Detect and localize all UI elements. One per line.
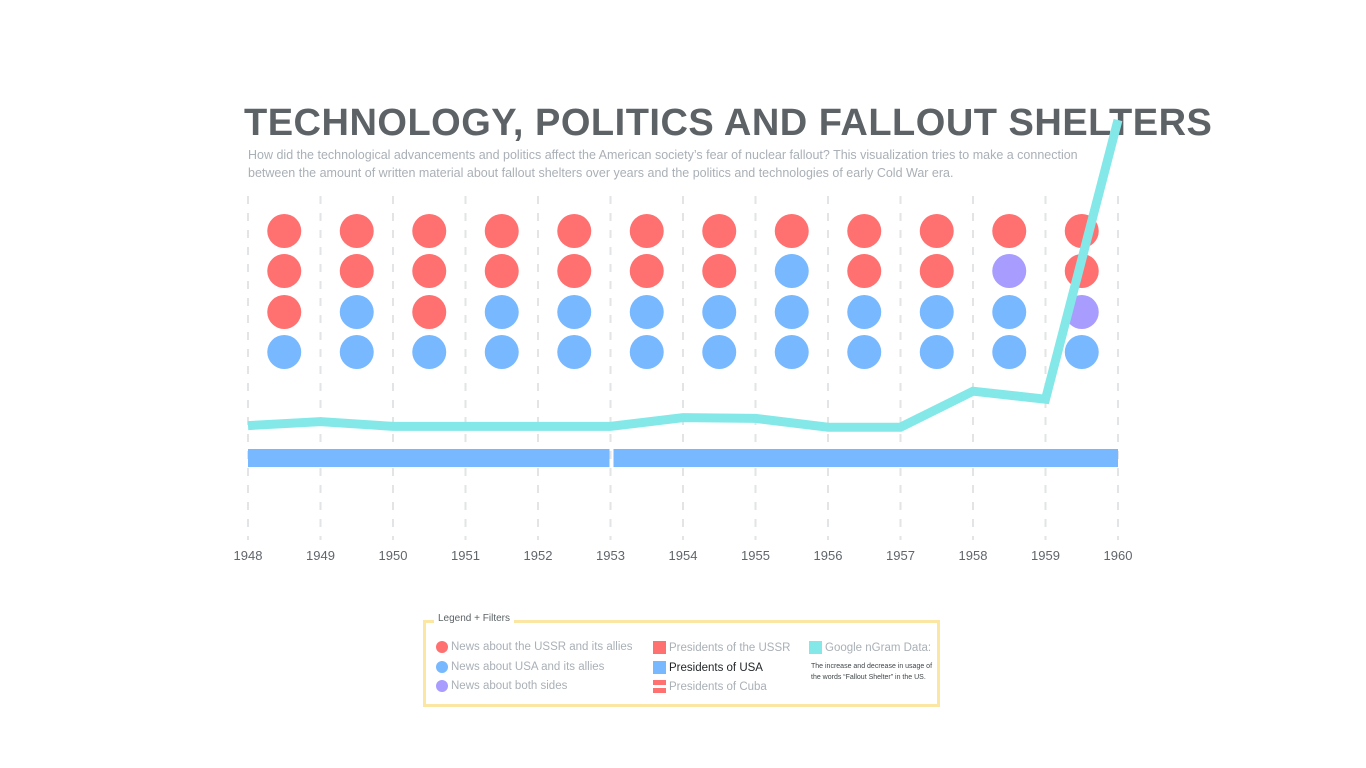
tick-label-1959: 1959 [1031, 548, 1060, 563]
news-dots [267, 214, 1099, 369]
news-dot-ussr [339, 214, 374, 248]
legend-title: Legend + Filters [434, 613, 514, 624]
news-dot-usa [847, 335, 882, 369]
ngram-line [247, 118, 1123, 432]
news-dot-ussr [847, 254, 882, 288]
news-dot-usa [847, 295, 882, 329]
news-dot-ussr [412, 295, 447, 329]
news-dot-usa [339, 295, 374, 329]
president-usa-bar [613, 449, 1118, 467]
filter-news-both[interactable]: News about both sides [436, 680, 567, 692]
news-dot-usa [702, 335, 737, 369]
tick-label-1957: 1957 [886, 548, 915, 563]
news-dot-usa [484, 295, 519, 329]
tick-label-1955: 1955 [741, 548, 770, 563]
page-title: TECHNOLOGY, POLITICS AND FALLOUT SHELTER… [244, 102, 1213, 144]
tick-label-1949: 1949 [306, 548, 335, 563]
news-dot-usa [484, 335, 519, 369]
filter-ngram-label: Google nGram Data: [825, 641, 932, 654]
presidents-usa-bars [248, 449, 1118, 467]
filter-presidents-cuba-label: Presidents of Cuba [669, 680, 767, 693]
news-dot-usa [702, 295, 737, 329]
tick-label-1951: 1951 [451, 548, 480, 563]
president-usa-bar [248, 449, 610, 467]
blue-dot-icon [436, 661, 448, 673]
news-dot-usa [339, 335, 374, 369]
filter-news-both-label: News about both sides [451, 680, 568, 692]
tick-label-1958: 1958 [959, 548, 988, 563]
year-gridlines [247, 196, 1119, 540]
news-dot-usa [1064, 335, 1099, 369]
news-dot-ussr [919, 254, 954, 288]
filter-presidents-usa[interactable]: Presidents of USA [653, 661, 763, 674]
ngram-description: The increase and decrease in usage of th… [811, 663, 933, 681]
page-subtitle: How did the technological advancements a… [248, 148, 1078, 180]
red-square-icon [653, 641, 666, 654]
news-dot-ussr [484, 254, 519, 288]
news-dot-both [992, 254, 1027, 288]
news-dot-ussr [629, 254, 664, 288]
filter-news-ussr-label: News about the USSR and its allies [451, 641, 633, 653]
news-dot-usa [919, 295, 954, 329]
striped-square-icon [653, 680, 666, 693]
filter-presidents-cuba[interactable]: Presidents of Cuba [653, 680, 767, 693]
tick-label-1948: 1948 [234, 548, 263, 563]
news-dot-usa [774, 295, 809, 329]
filter-presidents-ussr-label: Presidents of the USSR [669, 641, 791, 654]
news-dot-ussr [267, 254, 302, 288]
news-dot-ussr [702, 254, 737, 288]
news-dot-ussr [702, 214, 737, 248]
tick-label-1953: 1953 [596, 548, 625, 563]
timeline-chart: 1948 1949 1950 1951 1952 1953 1954 1955 1956 1957… [234, 118, 1133, 563]
news-dot-usa [774, 254, 809, 288]
news-dot-usa [557, 335, 592, 369]
news-dot-ussr [774, 214, 809, 248]
news-dot-usa [992, 295, 1027, 329]
filter-news-ussr[interactable]: News about the USSR and its allies [436, 641, 633, 653]
news-dot-usa [267, 335, 302, 369]
tick-label-1960: 1960 [1104, 548, 1133, 563]
news-dot-ussr [629, 214, 664, 248]
red-dot-icon [436, 641, 448, 653]
news-dot-ussr [267, 295, 302, 329]
news-dot-usa [774, 335, 809, 369]
news-dot-ussr [847, 214, 882, 248]
news-dot-usa [629, 295, 664, 329]
legend-filters: Legend + Filters News about the USSR and… [423, 613, 940, 707]
news-dot-ussr [557, 214, 592, 248]
news-dot-usa [557, 295, 592, 329]
news-dot-usa [412, 335, 447, 369]
news-dot-usa [919, 335, 954, 369]
news-dot-ussr [484, 214, 519, 248]
news-dot-ussr [919, 214, 954, 248]
tick-label-1954: 1954 [669, 548, 698, 563]
cyan-square-icon [809, 641, 822, 654]
filter-news-usa-label: News about USA and its allies [451, 661, 605, 673]
purple-dot-icon [436, 680, 448, 692]
news-dot-ussr [339, 254, 374, 288]
news-dot-ussr [992, 214, 1027, 248]
news-dot-usa [629, 335, 664, 369]
blue-square-icon [653, 661, 666, 674]
filter-ngram[interactable]: Google nGram Data: [809, 641, 931, 654]
tick-label-1956: 1956 [814, 548, 843, 563]
ngram-line-group [247, 118, 1123, 432]
tick-label-1950: 1950 [379, 548, 408, 563]
news-dot-ussr [267, 214, 302, 248]
news-dot-ussr [412, 214, 447, 248]
filter-presidents-usa-label: Presidents of USA [669, 661, 763, 674]
news-dot-ussr [557, 254, 592, 288]
year-tick-labels: 1948 1949 1950 1951 1952 1953 1954 1955 1956 1957… [234, 548, 1133, 563]
news-dot-usa [992, 335, 1027, 369]
tick-label-1952: 1952 [524, 548, 553, 563]
news-dot-ussr [412, 254, 447, 288]
filter-news-usa[interactable]: News about USA and its allies [436, 661, 604, 673]
filter-presidents-ussr[interactable]: Presidents of the USSR [653, 641, 790, 654]
